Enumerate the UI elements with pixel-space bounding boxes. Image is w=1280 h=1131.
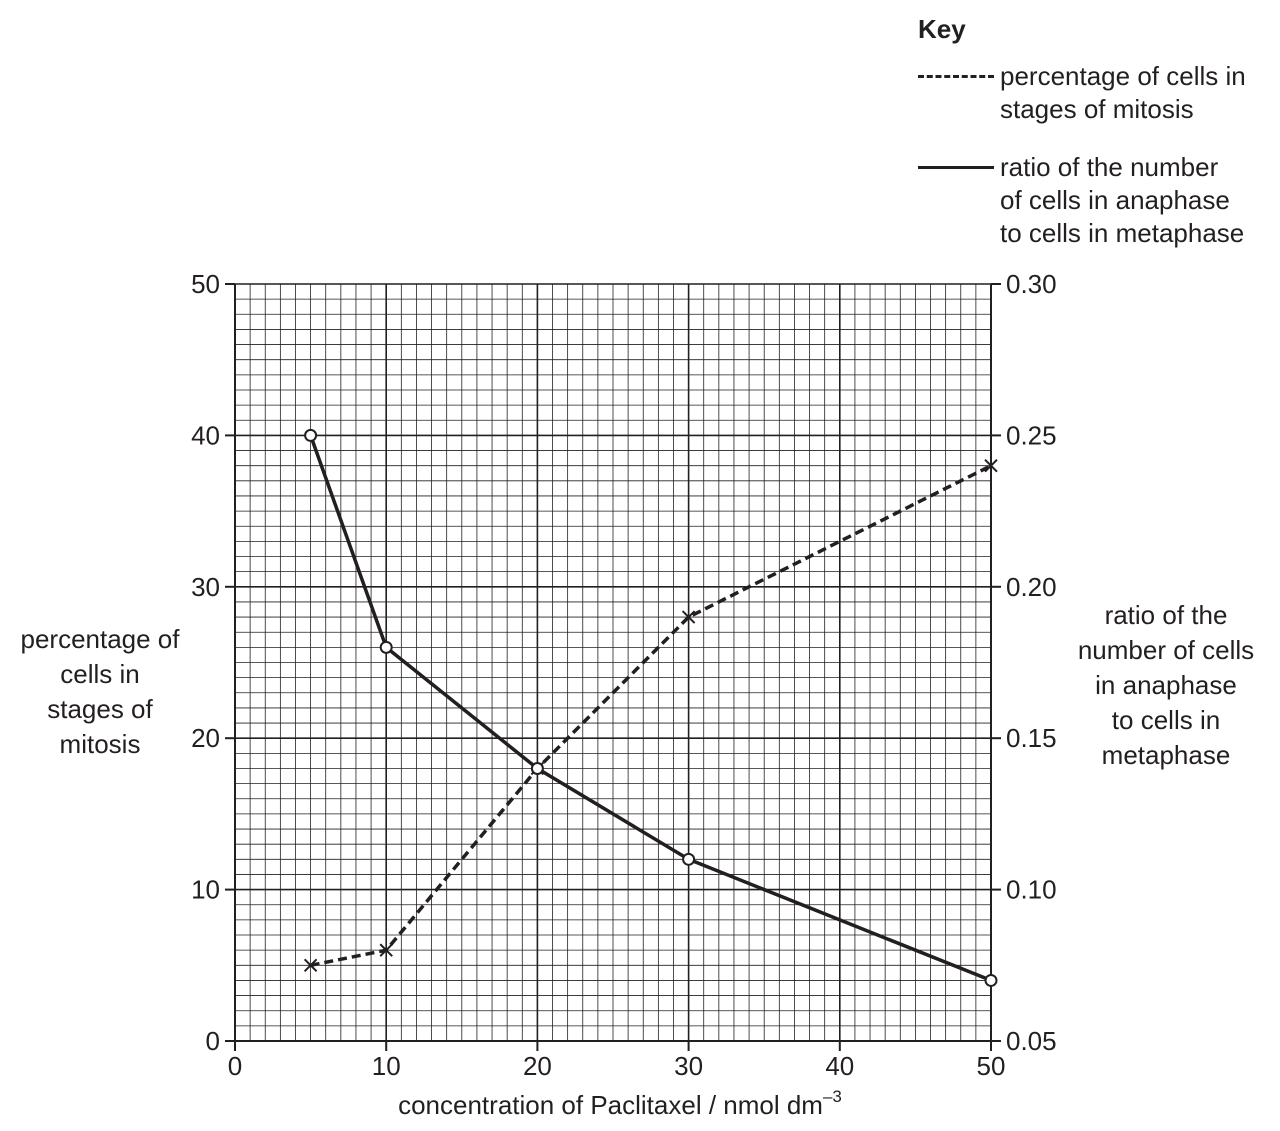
percentage-data-point bbox=[379, 943, 393, 957]
x-axis-label: concentration of Paclitaxel / nmol dm–3 bbox=[240, 1087, 1000, 1121]
ratio-data-point bbox=[530, 761, 544, 775]
percentage-data-point bbox=[303, 958, 318, 973]
key-entry-percentage-label: percentage of cells in stages of mitosis bbox=[1000, 61, 1246, 124]
y-left-tick-label: 0 bbox=[206, 1026, 220, 1056]
y-left-tick-label: 10 bbox=[191, 875, 220, 905]
x-tick-label: 50 bbox=[977, 1051, 1006, 1081]
y-left-tick-label: 20 bbox=[191, 723, 220, 753]
y-right-tick-label: 0.05 bbox=[1006, 1026, 1057, 1056]
key-title: Key bbox=[918, 14, 966, 44]
cross-stroke bbox=[984, 458, 998, 473]
key-dashed-line-swatch bbox=[918, 75, 994, 78]
x-axis-label-exponent: –3 bbox=[822, 1087, 842, 1106]
cross-stroke bbox=[379, 943, 393, 957]
tick-labels: 0 10 20 30 40 50010203040500.050.100.150.200.… bbox=[191, 269, 1057, 1081]
ratio-data-point bbox=[984, 973, 998, 987]
x-tick-label: 30 bbox=[674, 1051, 703, 1081]
key-entry-ratio-label: ratio of the number of cells in anaphase… bbox=[1000, 152, 1245, 248]
y-left-tick-label: 50 bbox=[191, 269, 220, 299]
axes bbox=[225, 283, 1001, 1051]
grid bbox=[234, 283, 992, 1042]
y-right-tick-label: 0.30 bbox=[1006, 269, 1057, 299]
y-right-tick-label: 0.15 bbox=[1006, 723, 1057, 753]
y-axis-left-label: percentage of cells in stages of mitosis bbox=[20, 624, 180, 759]
x-tick-label: 10 bbox=[372, 1051, 401, 1081]
ratio-data-point bbox=[379, 640, 393, 654]
ratio-data-point bbox=[682, 852, 696, 866]
y-left-tick-label: 30 bbox=[191, 572, 220, 602]
x-tick-label: 20 bbox=[523, 1051, 552, 1081]
series bbox=[303, 428, 998, 987]
y-axis-right-label: ratio of the number of cells in anaphase… bbox=[1077, 600, 1255, 770]
percentage-data-point bbox=[681, 610, 696, 624]
ratio-data-point bbox=[304, 428, 318, 442]
percentage-data-point bbox=[984, 458, 998, 473]
y-right-tick-label: 0.20 bbox=[1006, 572, 1057, 602]
y-left-tick-label: 40 bbox=[191, 420, 220, 450]
cross-stroke bbox=[303, 958, 318, 973]
y-right-tick-label: 0.25 bbox=[1006, 420, 1057, 450]
y-right-tick-label: 0.10 bbox=[1006, 875, 1057, 905]
x-tick-label: 40 bbox=[825, 1051, 854, 1081]
cross-stroke bbox=[681, 610, 696, 624]
x-axis-label-text: concentration of Paclitaxel / nmol dm bbox=[398, 1090, 823, 1120]
x-tick-label: 0 bbox=[228, 1051, 242, 1081]
key-solid-line-swatch bbox=[918, 166, 994, 169]
